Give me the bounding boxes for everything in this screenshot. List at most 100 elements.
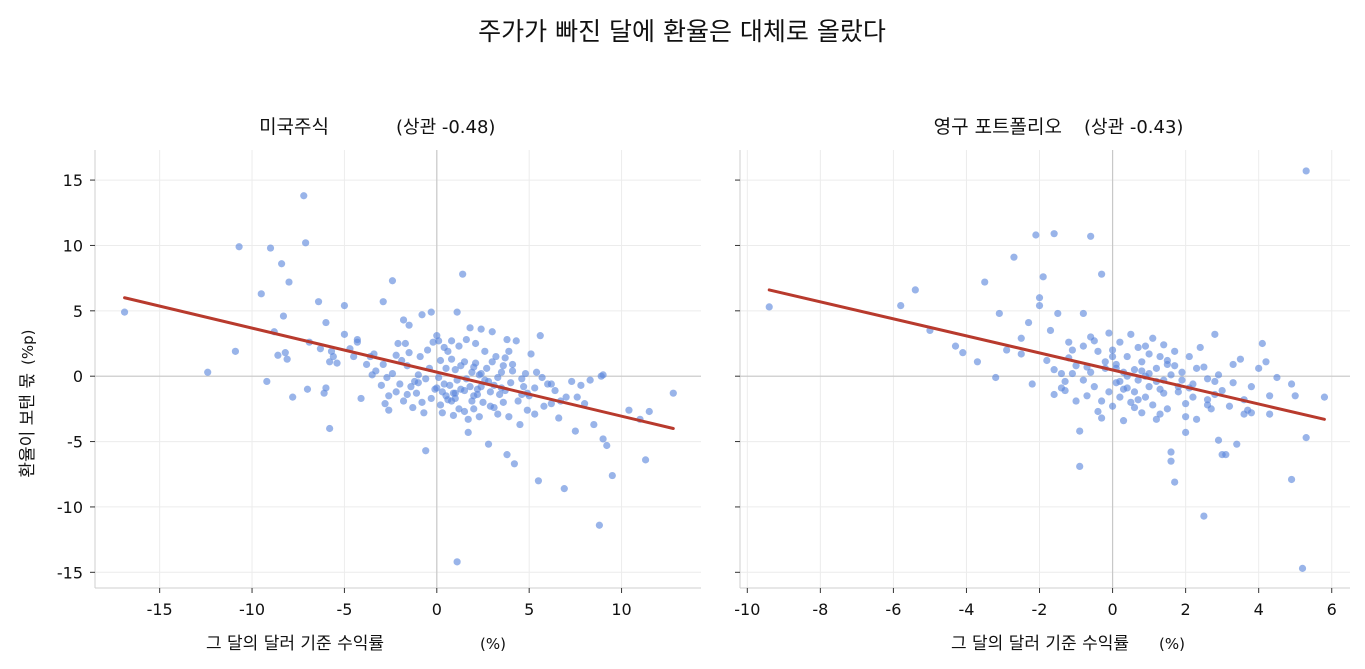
data-point	[1116, 377, 1124, 386]
data-point	[507, 379, 515, 387]
data-point	[403, 390, 411, 399]
data-point	[536, 332, 544, 340]
data-point	[1178, 368, 1186, 376]
data-point	[1182, 428, 1190, 437]
data-point	[1072, 397, 1080, 405]
data-point	[399, 397, 408, 405]
data-point	[1171, 478, 1179, 486]
data-point	[1130, 403, 1139, 412]
data-point	[1138, 367, 1146, 375]
data-point	[1119, 385, 1128, 393]
data-point	[340, 330, 349, 338]
data-point	[1266, 410, 1274, 418]
data-point	[595, 521, 603, 529]
data-point	[1196, 343, 1204, 352]
x-tick-label: -2	[1032, 600, 1048, 619]
data-point	[444, 396, 452, 404]
data-point	[494, 373, 502, 382]
data-point	[1090, 337, 1098, 345]
data-point	[1189, 393, 1197, 401]
data-point	[1287, 380, 1296, 388]
y-axis-label: 환율이 보탠 몫	[18, 373, 38, 478]
data-point	[1024, 318, 1033, 327]
data-point	[496, 390, 504, 399]
data-point	[512, 337, 520, 345]
data-point	[501, 354, 509, 362]
data-point	[405, 321, 413, 329]
data-point	[283, 355, 291, 363]
data-point	[285, 278, 293, 286]
data-point	[279, 312, 288, 320]
data-point	[1057, 369, 1066, 378]
data-point	[1156, 410, 1164, 418]
data-point	[1108, 346, 1117, 354]
data-point	[470, 363, 478, 371]
data-point	[573, 393, 581, 401]
x-axis-unit: (%)	[1159, 635, 1185, 653]
data-point	[1079, 309, 1087, 318]
data-point	[1236, 355, 1245, 363]
plot-area-0: -15 -10 -5 0 5 10 -15 -10 -5 0 5 10 15	[57, 150, 701, 619]
data-point	[399, 316, 408, 324]
data-point	[1152, 364, 1161, 372]
data-point	[422, 447, 430, 455]
data-point	[1222, 451, 1230, 459]
data-point	[995, 309, 1003, 318]
data-point	[1200, 363, 1208, 371]
figure-suptitle: 주가가 빠진 달에 환율은 대체로 올랐다	[478, 17, 886, 46]
data-point	[1167, 457, 1175, 465]
data-point	[1247, 409, 1255, 417]
data-point	[531, 384, 539, 392]
data-point	[353, 335, 361, 344]
data-point	[494, 410, 502, 418]
panel-title: 영구 포트폴리오	[934, 116, 1062, 138]
data-point	[475, 413, 483, 421]
data-point	[405, 349, 413, 357]
data-point	[1320, 393, 1329, 401]
data-point	[470, 405, 478, 413]
data-point	[505, 413, 513, 421]
data-point	[453, 558, 461, 566]
panel-us-stocks: 미국주식 (상관 -0.48) -15 -10 -5 0 5 10 -15 -10 -5 0 5 10…	[18, 116, 701, 654]
data-point	[231, 347, 240, 355]
data-point	[488, 358, 496, 366]
data-point	[1017, 334, 1025, 342]
data-point	[1050, 390, 1058, 399]
data-point	[1225, 402, 1234, 410]
data-point	[951, 342, 960, 350]
data-point	[521, 369, 530, 378]
data-point	[603, 441, 611, 450]
data-point	[1087, 368, 1095, 376]
data-point	[503, 451, 511, 459]
x-tick-label: -6	[885, 600, 901, 619]
data-point	[435, 337, 443, 345]
data-point	[436, 401, 445, 409]
data-point	[326, 358, 334, 366]
data-point	[314, 298, 323, 306]
data-point	[329, 352, 337, 361]
data-point	[462, 335, 470, 344]
fit-line	[123, 296, 675, 430]
x-tick-label: -10	[734, 600, 760, 619]
data-point	[490, 403, 498, 412]
data-point	[427, 394, 435, 403]
data-point	[1138, 409, 1146, 417]
data-point	[981, 278, 989, 286]
data-point	[1134, 396, 1142, 404]
data-point	[429, 338, 437, 346]
data-point	[1046, 326, 1055, 335]
y-tick-label: 5	[73, 302, 83, 321]
data-point	[1094, 347, 1102, 355]
data-point	[322, 318, 330, 327]
data-point	[1247, 383, 1255, 391]
data-point	[446, 381, 454, 389]
data-point	[381, 400, 389, 408]
data-point	[1149, 401, 1157, 409]
y-tick-label: 15	[63, 171, 83, 190]
data-point	[436, 356, 445, 365]
data-point	[385, 392, 393, 400]
data-point	[599, 435, 607, 443]
data-point	[483, 364, 491, 372]
data-point	[523, 406, 531, 414]
data-point	[625, 406, 633, 414]
